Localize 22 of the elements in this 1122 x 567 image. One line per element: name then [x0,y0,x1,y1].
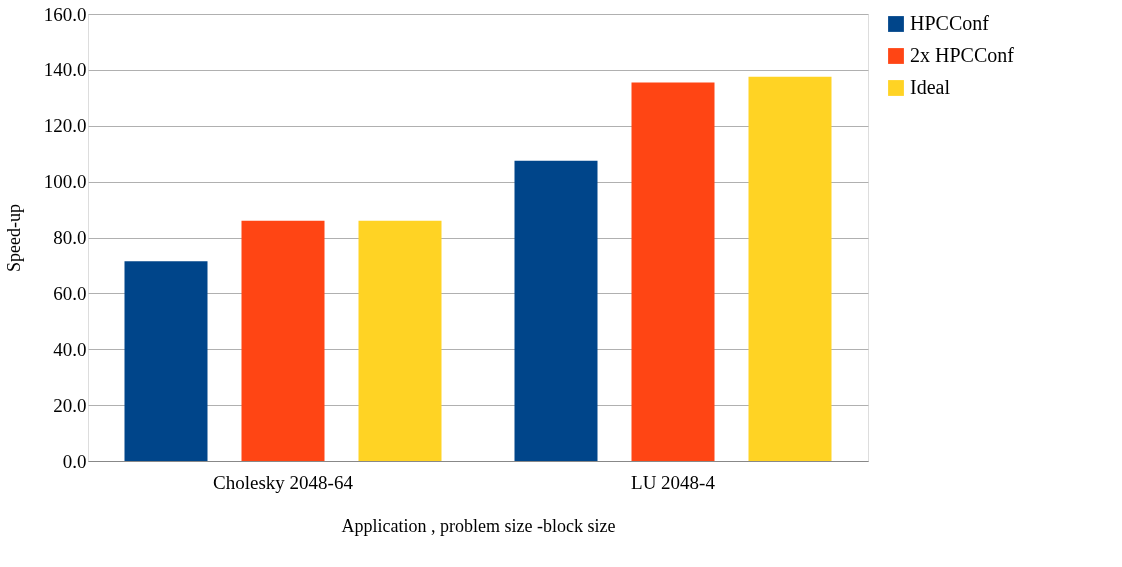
x-tick-label: LU 2048-4 [631,471,716,493]
y-tick-label: 20.0 [53,394,87,416]
legend-label: HPCConf [910,12,990,34]
bar [358,220,442,461]
legend-label: 2x HPCConf [910,44,1015,66]
y-tick-label: 100.0 [43,171,87,193]
y-tick-label: 40.0 [53,338,87,360]
bar [241,220,325,461]
y-axis-title: Speed-up [3,204,24,272]
bar [124,261,208,461]
y-tick-label: 80.0 [53,227,87,248]
x-tick-label: Cholesky 2048-64 [213,471,354,493]
y-tick-label: 0.0 [62,450,87,472]
y-tick-label: 140.0 [43,59,87,81]
bar [514,160,598,461]
legend-label: Ideal [910,76,951,98]
y-tick-label: 160.0 [43,3,87,25]
bar [748,76,832,461]
bar [631,82,715,461]
y-tick-label: 60.0 [53,282,87,304]
y-tick-label: 120.0 [43,115,87,137]
x-axis-title: Application , problem size -block size [341,515,616,536]
